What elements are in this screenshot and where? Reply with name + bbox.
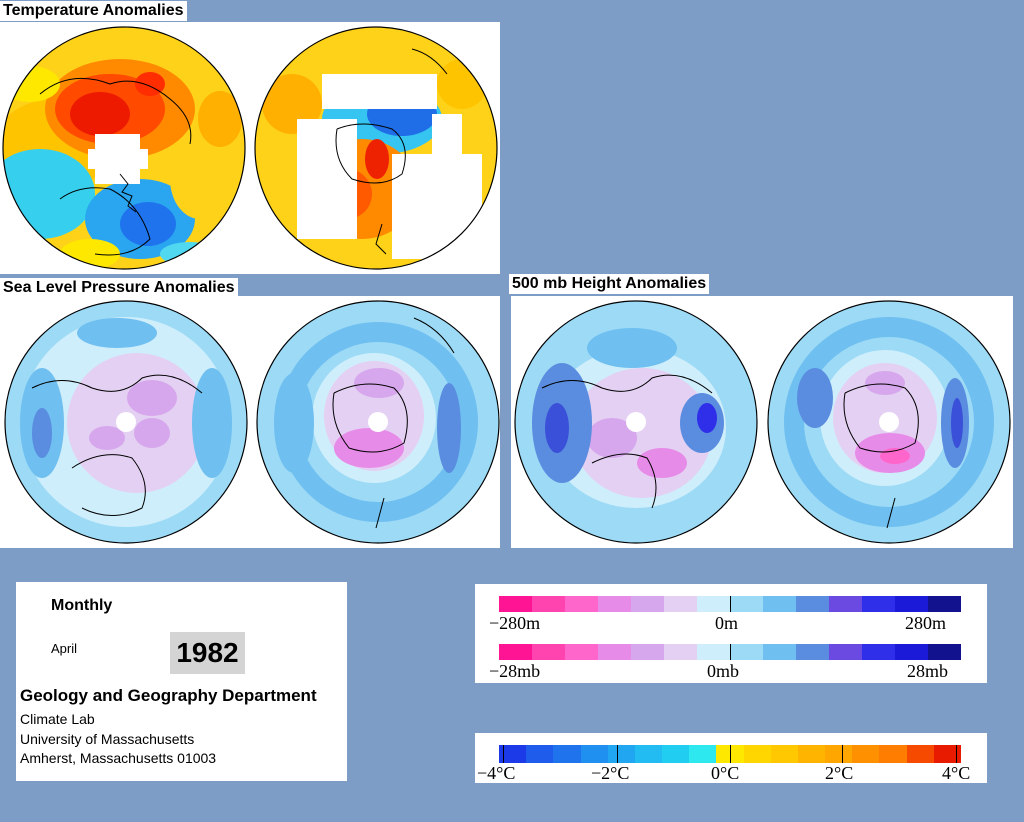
- pressure-mid-label: 0mb: [707, 661, 740, 681]
- slp-sh-globe: [256, 300, 500, 544]
- temperature-title: Temperature Anomalies: [0, 1, 187, 21]
- temperature-nh-globe: [2, 26, 246, 270]
- temp-label-0: 0°C: [711, 763, 740, 783]
- height-colorbar: [499, 596, 961, 612]
- lab-label: Climate Lab: [20, 711, 95, 727]
- pressure-min-label: −28mb: [489, 661, 541, 681]
- temp-label-4: 4°C: [942, 763, 971, 783]
- height-max-label: 280m: [905, 613, 947, 633]
- temperature-sh-globe: [254, 26, 498, 270]
- temp-label-2: 2°C: [825, 763, 854, 783]
- pressure-colorbar: [499, 644, 961, 660]
- info-box: Monthly April 1982 Geology and Geography…: [16, 582, 347, 781]
- temperature-legend: −4°C −2°C 0°C 2°C 4°C: [475, 733, 987, 783]
- height500-nh-globe: [514, 300, 758, 544]
- height500-sh-globe: [767, 300, 1011, 544]
- pressure-max-label: 28mb: [907, 661, 949, 681]
- height-min-label: −280m: [489, 613, 541, 633]
- slp-title: Sea Level Pressure Anomalies: [0, 278, 238, 298]
- height500-title: 500 mb Height Anomalies: [509, 274, 710, 294]
- address-label: Amherst, Massachusetts 01003: [20, 750, 217, 766]
- slp-nh-globe: [4, 300, 248, 544]
- temperature-colorbar: [499, 745, 961, 763]
- department-label: Geology and Geography Department: [20, 686, 317, 705]
- year-label: 1982: [170, 632, 245, 674]
- month-label: April: [51, 641, 78, 656]
- university-label: University of Massachusetts: [20, 731, 195, 747]
- period-label: Monthly: [51, 597, 113, 614]
- temp-label-neg4: −4°C: [477, 763, 516, 783]
- temp-label-neg2: −2°C: [591, 763, 630, 783]
- anomaly-legend: −280m 0m 280m −28mb 0mb 28mb: [475, 584, 987, 683]
- height-mid-label: 0m: [715, 613, 739, 633]
